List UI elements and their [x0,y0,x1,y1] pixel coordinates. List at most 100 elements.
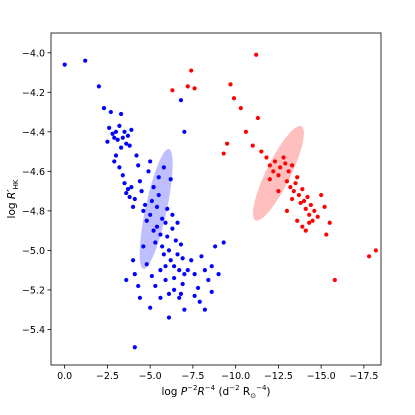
point-series-0-48 [163,220,168,225]
point-series-0-106 [209,289,214,294]
point-series-1-21 [283,161,288,166]
point-series-1-13 [259,149,264,154]
point-series-0-98 [148,305,153,310]
point-series-1-42 [295,218,300,223]
point-series-1-50 [327,220,332,225]
x-axis-label: log P−2R−4 (d−2 R⊙−4) [161,384,270,400]
point-series-0-83 [189,258,194,263]
point-series-0-44 [156,192,161,198]
point-series-0-5 [107,125,112,130]
point-series-0-93 [132,271,137,277]
point-series-0-0 [62,62,67,67]
y-tick-label-6: −5.2 [22,285,45,296]
point-series-1-25 [289,163,295,168]
point-series-0-28 [129,185,134,190]
point-series-0-13 [119,145,124,150]
y-tick-label-7: −5.4 [22,325,45,336]
point-series-0-20 [112,159,117,164]
point-series-0-63 [168,177,173,182]
point-series-0-14 [120,135,125,140]
point-series-1-8 [238,105,243,111]
point-series-1-45 [307,220,312,225]
point-series-0-19 [129,127,134,132]
point-series-0-100 [166,315,172,320]
point-series-0-17 [125,133,131,138]
point-series-0-49 [165,234,170,239]
point-series-0-40 [149,198,154,204]
point-series-0-76 [158,268,163,273]
point-series-0-79 [172,287,177,293]
point-series-0-62 [161,165,166,170]
point-series-1-52 [332,277,337,283]
point-series-1-28 [295,175,300,180]
point-series-0-84 [192,271,197,277]
ellipse-series-0 [139,148,173,269]
point-series-0-51 [168,258,173,263]
point-series-0-52 [170,226,175,231]
point-series-1-29 [296,192,302,198]
point-series-0-81 [180,281,185,287]
point-series-0-71 [178,98,184,103]
point-series-0-90 [213,244,218,249]
point-series-0-92 [221,240,226,245]
point-series-0-38 [146,169,151,174]
x-tick-label-7: −17.5 [349,371,378,382]
point-series-1-10 [255,115,260,121]
point-series-0-74 [149,273,154,279]
point-series-0-15 [122,129,127,134]
point-series-0-18 [127,143,132,148]
y-tick-label-5: −5.0 [22,246,45,257]
point-series-1-23 [286,169,291,174]
point-series-0-27 [127,194,132,200]
point-series-0-69 [175,220,180,225]
point-series-1-34 [305,194,310,200]
point-series-0-30 [132,196,137,202]
point-series-1-15 [267,163,272,168]
point-series-1-18 [276,173,281,178]
point-series-1-12 [250,143,255,148]
point-series-1-16 [271,169,276,174]
point-series-1-7 [231,96,237,101]
point-series-1-30 [298,200,303,206]
x-tick-label-4: −10.0 [221,371,250,382]
data-points [62,52,378,350]
point-series-1-48 [319,192,324,198]
point-series-1-9 [254,52,259,57]
point-series-1-20 [281,155,286,160]
point-series-0-29 [130,204,136,210]
point-series-0-95 [124,277,129,283]
y-tick-label-0: −4.0 [22,48,45,59]
point-series-0-104 [182,307,187,312]
point-series-0-58 [180,256,185,261]
point-series-0-102 [192,293,197,298]
point-series-0-12 [119,111,124,117]
point-series-1-38 [312,208,317,213]
point-series-0-25 [124,190,129,196]
point-series-0-6 [108,109,113,115]
point-series-0-64 [148,159,153,164]
point-series-1-1 [185,84,190,89]
x-axis: 0.0 −2.5 −5.0 −7.5 −10.0 −12.5 −15.0 −17.5 [57,365,378,382]
point-series-0-97 [137,295,143,300]
point-series-1-37 [310,218,315,223]
point-series-0-80 [177,295,182,300]
point-series-1-46 [276,188,281,194]
point-series-1-24 [288,185,293,190]
point-series-0-34 [139,188,144,194]
point-series-0-85 [195,285,201,291]
point-series-0-60 [151,185,156,190]
point-series-0-36 [142,202,148,208]
x-tick-label-3: −7.5 [181,371,204,382]
point-series-0-70 [182,129,187,134]
point-series-0-68 [170,212,175,217]
point-series-1-6 [228,82,233,87]
point-series-0-8 [112,135,117,140]
point-series-0-43 [154,224,160,229]
point-series-1-53 [366,254,372,259]
point-series-0-9 [113,129,119,134]
point-series-1-17 [272,159,278,164]
point-series-0-91 [216,271,221,277]
point-series-0-7 [110,131,115,136]
point-series-0-54 [173,238,178,243]
